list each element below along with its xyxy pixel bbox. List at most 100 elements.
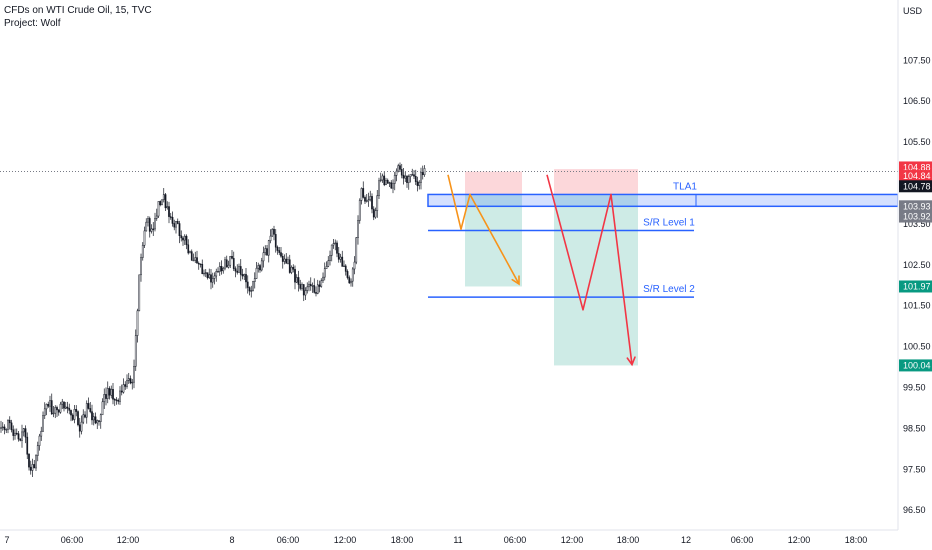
price-tick-label: 106.50 [903,96,931,106]
candle-body [246,281,249,288]
candle-body [105,394,107,399]
candle-body [390,182,393,189]
candle-body [243,274,246,277]
candle-body [124,384,127,387]
candle-body [106,388,109,399]
candle-body [50,400,53,415]
time-tick-label: 11 [453,535,462,545]
candle-body [68,408,71,411]
candle-body [301,284,303,289]
stop-loss-zone[interactable] [465,171,522,195]
candle-body [309,283,312,287]
candle-body [418,182,421,186]
candle-body [154,218,156,230]
candle-body [189,251,191,254]
candle-body [295,277,298,283]
candle-body [75,408,78,412]
candle-body [299,284,302,289]
time-tick-label: 12:00 [117,535,140,545]
price-badge [899,210,932,223]
candle-body [59,403,62,413]
candle-body [360,188,363,201]
candle-body [63,401,65,409]
stop-loss-zone[interactable] [554,169,638,195]
candle-body [43,408,46,416]
candle-body [19,438,22,441]
candle-body [224,259,226,269]
candle-body [336,242,338,254]
candle-body [318,284,321,287]
candle-body [276,246,279,251]
candle-body [70,410,72,416]
candle-body [164,194,167,209]
price-badge [899,180,932,193]
candle-body [372,208,375,218]
candle-body [82,414,85,423]
price-badge-value: 103.92 [903,212,931,222]
candle-body [47,403,50,407]
candle-body [250,290,253,292]
candle-body [236,270,239,273]
candle-body [385,180,387,186]
candle-body [182,237,184,241]
price-tick-label: 105.50 [903,137,931,147]
candle-body [274,234,277,248]
candle-body [175,221,177,228]
candle-body [285,258,288,264]
candle-body [66,406,69,409]
candle-body [101,401,104,416]
candle-body [325,266,328,269]
projection-path[interactable] [546,174,633,365]
candle-body [241,274,244,277]
time-axis[interactable]: 7 06:00 12:00 8 06:00 12:00 18:00 11 06:00 12:00 1… [4,535,867,545]
tla1-label: TLA1 [673,181,697,192]
candle-body [344,265,347,272]
candle-body [407,176,410,183]
candle-body [400,169,403,176]
candle-body [364,197,366,202]
candle-body [77,411,79,426]
chart-title: CFDs on WTI Crude Oil, 15, TVC [4,5,152,16]
candle-body [73,408,76,420]
candle-body [411,174,414,176]
candle-body [402,174,405,179]
tla1-zone[interactable] [427,193,899,208]
projection-path[interactable] [447,174,520,285]
time-tick-label: 18:00 [391,535,414,545]
candle-body [306,286,309,291]
price-badge-value: 100.04 [903,360,931,370]
candle-body [178,223,181,236]
candle-body [386,180,389,184]
candle-body [281,255,284,262]
candle-body [253,278,256,282]
candle-body [10,422,13,431]
take-profit-zone[interactable] [554,194,638,366]
candle-body [185,235,188,246]
candle-body [171,216,174,224]
candle-body [24,428,27,438]
time-tick-label: 06:00 [277,535,300,545]
candle-body [56,407,58,411]
candle-body [413,174,415,177]
time-tick-label: 06:00 [61,535,84,545]
price-tick-label: 102.50 [903,260,931,270]
price-badge-value: 104.88 [903,162,931,172]
candle-body [292,266,295,270]
candle-body [229,256,232,266]
price-badge [899,280,932,293]
time-tick-label: 12:00 [561,535,584,545]
candle-body [337,253,340,260]
candle-body [232,258,235,269]
candle-body [119,390,121,402]
candle-body [147,218,149,223]
candle-body [21,431,23,441]
candle-body [271,228,274,237]
candle-body [136,310,139,336]
candle-body [84,414,86,418]
candle-body [327,260,330,267]
candle-body [152,228,155,230]
candle-body [94,416,97,424]
candle-body [0,427,2,429]
